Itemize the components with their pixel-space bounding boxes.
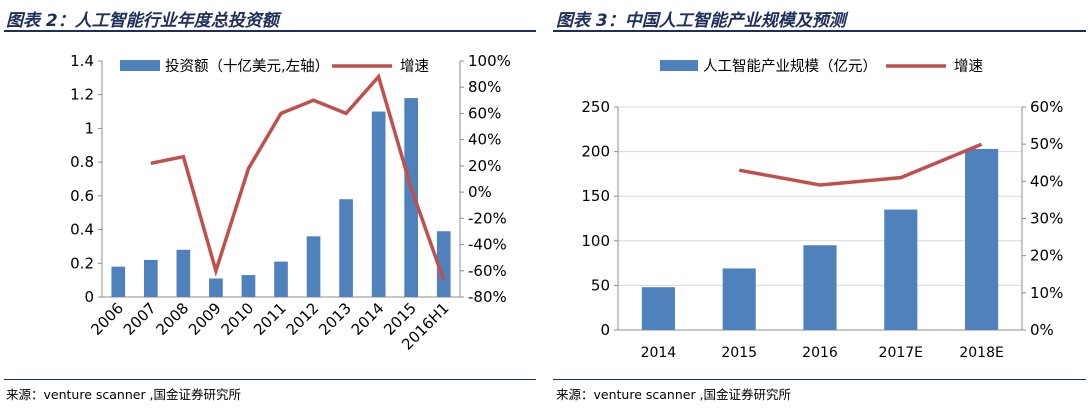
right-category-label: 2018E <box>959 345 1003 361</box>
right-bar <box>803 245 837 330</box>
left-source-note: 来源：venture scanner ,国金证券研究所 <box>6 387 242 402</box>
right-right-tick-label: 60% <box>1030 98 1063 116</box>
left-growth-line <box>150 73 446 281</box>
left-bar <box>111 266 126 297</box>
right-source-note: 来源：venture scanner ,国金证券研究所 <box>556 387 792 402</box>
right-bar <box>965 148 999 330</box>
left-right-tick-label: -80% <box>468 288 507 306</box>
left-chart-title: 图表 2：人工智能行业年度总投资额 <box>6 11 279 31</box>
left-right-tick-label: 80% <box>468 78 501 96</box>
left-bar <box>404 98 419 297</box>
left-legend-bar-label: 投资额（十亿美元,左轴） <box>165 58 329 75</box>
right-left-tick-label: 150 <box>581 187 610 205</box>
left-bottom-rule <box>4 379 536 380</box>
left-bar <box>436 231 451 297</box>
right-category-label: 2015 <box>721 345 757 361</box>
right-legend-line-label: 增速 <box>954 58 983 75</box>
right-right-tick-label: 10% <box>1030 284 1063 302</box>
left-right-tick-label: 60% <box>468 104 501 122</box>
right-left-tick-label: 200 <box>581 143 610 161</box>
left-bar <box>209 278 223 297</box>
right-title-rule <box>553 30 1086 32</box>
left-title-rule <box>4 30 536 32</box>
left-bar <box>274 261 288 297</box>
left-left-tick-label: 0.4 <box>70 221 94 239</box>
left-bar <box>339 199 353 297</box>
left-right-tick-label: 0% <box>468 183 492 201</box>
right-category-label: 2017E <box>879 345 923 361</box>
right-chart-title: 图表 3：中国人工智能产业规模及预测 <box>556 11 846 31</box>
left-left-tick-label: 0.2 <box>70 254 94 272</box>
left-right-tick-label: 100% <box>468 52 511 70</box>
right-right-tick-label: 50% <box>1030 135 1063 153</box>
left-left-tick-label: 0.8 <box>70 153 94 171</box>
left-legend-bar-swatch <box>120 60 160 71</box>
right-right-tick-label: 30% <box>1030 210 1063 228</box>
left-left-tick-label: 0.6 <box>70 187 94 205</box>
right-left-tick-label: 250 <box>581 98 610 116</box>
right-left-tick-label: 0 <box>600 321 610 339</box>
right-category-label: 2016 <box>802 345 838 361</box>
left-left-tick-label: 0 <box>84 288 94 306</box>
right-legend-bar-swatch <box>660 60 698 71</box>
right-left-tick-label: 100 <box>581 232 610 250</box>
left-right-tick-label: 40% <box>468 131 501 149</box>
right-right-tick-label: 40% <box>1030 172 1063 190</box>
right-growth-line <box>738 142 983 187</box>
right-bar <box>884 209 918 330</box>
left-bar <box>371 111 386 297</box>
right-bar <box>722 268 756 330</box>
left-left-tick-label: 1 <box>84 119 94 137</box>
left-bar <box>306 236 321 297</box>
right-legend-bar-label: 人工智能产业规模（亿元） <box>703 58 877 75</box>
left-bar <box>176 249 191 297</box>
left-left-tick-label: 1.4 <box>70 52 94 70</box>
left-legend-line-label: 增速 <box>400 58 429 75</box>
left-right-tick-label: -40% <box>468 236 507 254</box>
left-right-tick-label: -20% <box>468 209 507 227</box>
right-bottom-rule <box>553 379 1086 380</box>
left-right-tick-label: -60% <box>468 262 507 280</box>
left-bar <box>143 259 158 297</box>
left-bar <box>241 275 256 297</box>
left-left-tick-label: 1.2 <box>70 86 94 104</box>
right-bar <box>641 287 675 330</box>
right-category-label: 2014 <box>641 345 677 361</box>
left-right-tick-label: 20% <box>468 157 501 175</box>
right-left-tick-label: 50 <box>591 276 610 294</box>
right-right-tick-label: 20% <box>1030 247 1063 265</box>
right-right-tick-label: 0% <box>1030 321 1054 339</box>
